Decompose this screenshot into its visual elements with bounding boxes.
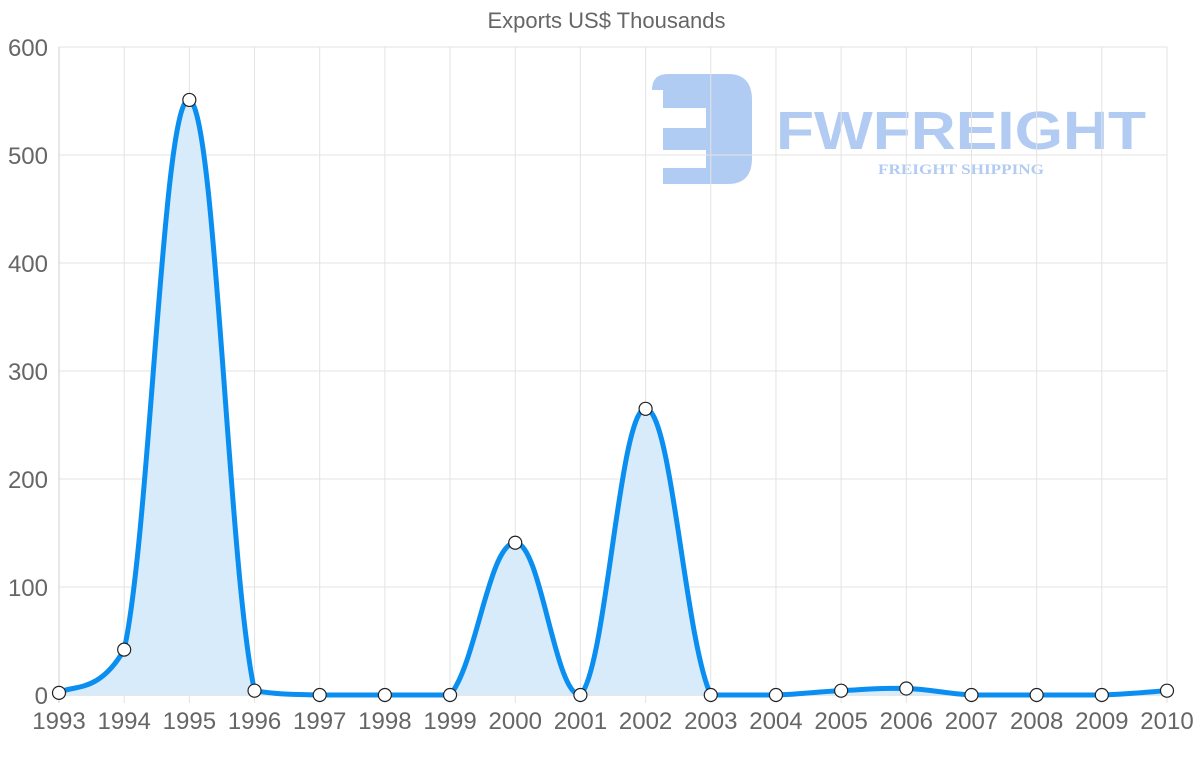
watermark-logo: FWFREIGHT FREIGHT SHIPPING — [652, 74, 1146, 184]
data-point-1993[interactable] — [51, 685, 67, 700]
watermark-brand: FWFREIGHT — [776, 101, 1146, 161]
logo-mark-icon — [652, 74, 752, 184]
data-point-1999[interactable] — [442, 687, 458, 703]
chart-title: Exports US$ Thousands — [487, 8, 726, 33]
x-tick-label: 1994 — [97, 708, 150, 735]
data-point-2003[interactable] — [703, 687, 718, 703]
y-tick-label: 100 — [8, 575, 48, 602]
chart-area-fill — [59, 99, 1167, 695]
x-tick-label: 2006 — [880, 708, 933, 735]
chart-points — [51, 92, 1175, 703]
data-point-1994[interactable] — [117, 642, 132, 657]
y-tick-label: 300 — [8, 359, 48, 386]
data-point-1996[interactable] — [247, 683, 262, 698]
x-tick-label: 1993 — [32, 708, 85, 735]
data-point-2001[interactable] — [573, 687, 588, 703]
x-tick-label: 1999 — [423, 708, 476, 735]
x-tick-label: 2009 — [1075, 708, 1128, 735]
x-tick-label: 1997 — [293, 708, 346, 735]
data-point-2005[interactable] — [834, 683, 849, 698]
data-point-2007[interactable] — [964, 687, 979, 703]
data-point-1997[interactable] — [312, 687, 327, 703]
y-tick-label: 600 — [8, 35, 48, 62]
data-point-1998[interactable] — [377, 687, 392, 703]
y-tick-label: 0 — [35, 683, 48, 710]
chart-line — [56, 97, 1170, 698]
data-point-2010[interactable] — [1159, 683, 1175, 698]
x-tick-label: 2004 — [749, 708, 802, 735]
data-point-2008[interactable] — [1029, 687, 1044, 703]
data-point-1995[interactable] — [182, 92, 197, 108]
data-point-2002[interactable] — [638, 401, 653, 416]
x-tick-label: 2002 — [619, 708, 672, 735]
x-tick-label: 2010 — [1140, 708, 1193, 735]
x-tick-label: 1996 — [228, 708, 281, 735]
data-point-2006[interactable] — [899, 681, 914, 696]
data-point-2000[interactable] — [508, 535, 523, 550]
y-tick-label: 500 — [8, 143, 48, 170]
x-tick-label: 2007 — [945, 708, 998, 735]
x-tick-label: 1998 — [358, 708, 411, 735]
data-point-2004[interactable] — [768, 687, 784, 703]
y-tick-label: 400 — [8, 251, 48, 278]
x-tick-label: 1995 — [163, 708, 216, 735]
x-tick-label: 2008 — [1010, 708, 1063, 735]
x-tick-label: 2005 — [814, 708, 867, 735]
y-tick-label: 200 — [8, 467, 48, 494]
x-tick-label: 2003 — [684, 708, 737, 735]
x-tick-label: 2001 — [554, 708, 607, 735]
data-point-2009[interactable] — [1094, 687, 1109, 703]
x-axis-ticks: 1993 1994 1995 1996 1997 1998 1999 2000 2001 2002… — [32, 708, 1193, 735]
y-axis-ticks: 0 100 200 300 400 500 600 — [8, 35, 48, 710]
x-tick-label: 2000 — [489, 708, 542, 735]
watermark-tagline: FREIGHT SHIPPING — [878, 162, 1044, 178]
